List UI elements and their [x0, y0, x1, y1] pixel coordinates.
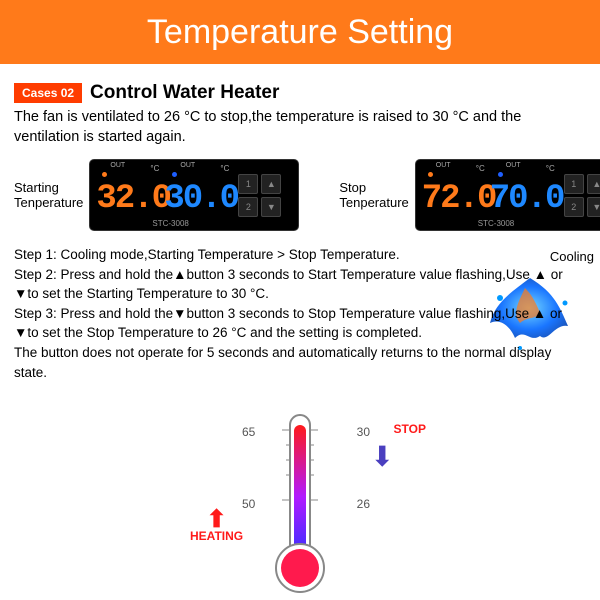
starting-controller-block: StartingTenperature OUT OUT °C °C 32.0 3… [14, 159, 299, 231]
step-3: Step 3: Press and hold the▼button 3 seco… [14, 304, 586, 343]
out-label-1b: OUT [436, 162, 451, 169]
case-description: The fan is ventilated to 26 °C to stop,t… [14, 108, 586, 147]
device-buttons: 1 ▲ 2 ▼ [564, 174, 600, 217]
deg-2: °C [220, 164, 229, 173]
arrow-down-icon: ⬇ [371, 440, 394, 473]
device-buttons: 1 ▲ 2 ▼ [238, 174, 281, 217]
step-2: Step 2: Press and hold the▲button 3 seco… [14, 265, 586, 304]
step-4: The button does not operate for 5 second… [14, 343, 586, 382]
deg-1: °C [150, 164, 159, 173]
device-button-1[interactable]: 1 [238, 174, 258, 194]
deg-1b: °C [476, 164, 485, 173]
device-button-up[interactable]: ▲ [261, 174, 281, 194]
starting-label: StartingTenperature [14, 180, 83, 210]
start-right-display: 30.0 [164, 180, 228, 218]
device-button-down[interactable]: ▼ [587, 197, 600, 217]
scale-right: 30 26 [357, 425, 370, 511]
scale-right-top: 30 [357, 425, 370, 439]
heating-label: ⬆ HEATING [190, 510, 243, 543]
device-starting: OUT OUT °C °C 32.0 30.0 1 ▲ 2 ▼ STC-3008 [89, 159, 299, 231]
arrow-up-icon: ⬆ [207, 510, 227, 529]
scale-left: 65 50 [242, 425, 255, 511]
stop-left-display: 72.0 [422, 180, 486, 218]
thermometer-icon [270, 410, 330, 595]
scale-left-top: 65 [242, 425, 255, 439]
device-stop: OUT OUT °C °C 72.0 70.0 1 ▲ 2 ▼ STC-3008 [415, 159, 600, 231]
led-orange-icon [102, 172, 107, 177]
led-orange-icon [428, 172, 433, 177]
device-button-down[interactable]: ▼ [261, 197, 281, 217]
header-bar: Temperature Setting [0, 0, 600, 64]
out-label-2: OUT [180, 162, 195, 169]
stop-controller-block: StopTenperature OUT OUT °C °C 72.0 70.0 … [339, 159, 600, 231]
model-label: STC-3008 [152, 219, 188, 228]
stop-text: STOP [394, 422, 426, 436]
heating-text: HEATING [190, 529, 243, 543]
step-1: Step 1: Cooling mode,Starting Temperatur… [14, 245, 586, 265]
stop-label: StopTenperature [339, 180, 408, 210]
device-button-2[interactable]: 2 [564, 197, 584, 217]
scale-left-bottom: 50 [242, 497, 255, 511]
deg-2b: °C [546, 164, 555, 173]
device-button-2[interactable]: 2 [238, 197, 258, 217]
content-section: Cases 02 Control Water Heater The fan is… [0, 64, 600, 382]
page-title: Temperature Setting [147, 13, 453, 52]
device-button-1[interactable]: 1 [564, 174, 584, 194]
out-label-2b: OUT [506, 162, 521, 169]
case-badge: Cases 02 [14, 83, 82, 103]
case-title: Control Water Heater [90, 82, 279, 104]
model-label: STC-3008 [478, 219, 514, 228]
stop-right-display: 70.0 [490, 180, 554, 218]
scale-right-bottom: 26 [357, 497, 370, 511]
led-blue-icon [498, 172, 503, 177]
led-blue-icon [172, 172, 177, 177]
start-left-display: 32.0 [96, 180, 160, 218]
case-row: Cases 02 Control Water Heater [14, 82, 586, 104]
device-button-up[interactable]: ▲ [587, 174, 600, 194]
out-label-1: OUT [110, 162, 125, 169]
steps-text: Step 1: Cooling mode,Starting Temperatur… [14, 245, 586, 382]
controllers-row: StartingTenperature OUT OUT °C °C 32.0 3… [14, 159, 586, 231]
thermometer-diagram: 65 50 30 26 [170, 410, 430, 600]
